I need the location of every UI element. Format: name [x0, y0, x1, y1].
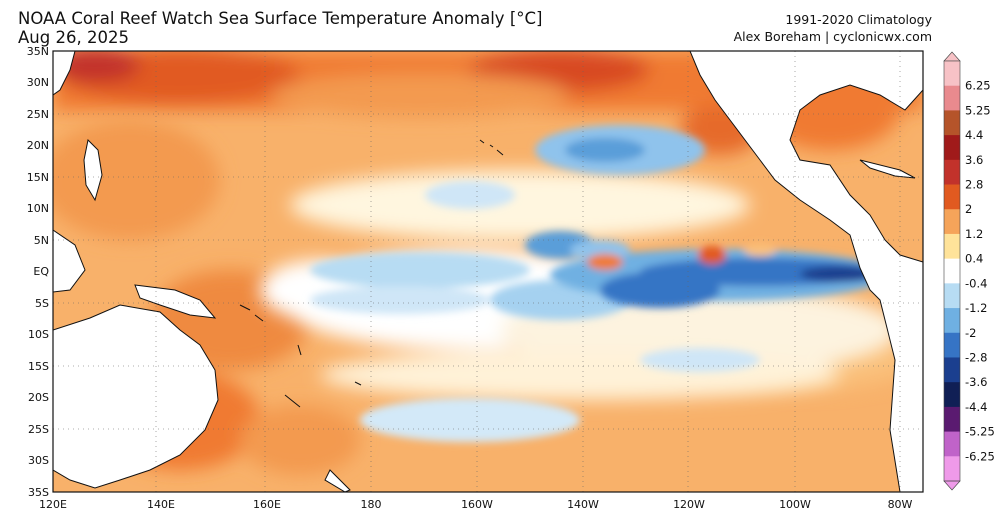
colorbar-segment [944, 61, 960, 87]
figure-credits: 1991-2020 Climatology Alex Boreham | cyc… [734, 11, 932, 45]
colorbar-label: 0.4 [965, 252, 983, 266]
colorbar-extend-top [943, 51, 961, 62]
colorbar-extend-bottom [943, 480, 961, 491]
lat-label: 25N [27, 108, 49, 121]
lon-label: 120E [39, 498, 67, 511]
colorbar-frame [943, 60, 961, 482]
climatology-text: 1991-2020 Climatology [785, 12, 932, 27]
lat-label: 15N [27, 171, 49, 184]
colorbar-segment [944, 332, 960, 358]
date-text: Aug 26, 2025 [18, 28, 129, 47]
colorbar-segment [944, 135, 960, 161]
land-australia [53, 304, 219, 489]
colorbar-segment [944, 283, 960, 309]
lat-label: EQ [33, 265, 49, 278]
lat-label: 5S [35, 297, 49, 310]
lon-label: 80W [888, 498, 913, 511]
colorbar: 6.25 5.25 4.4 3.6 2.8 2 1.2 0.4 -0.4 -1.2 -2 -2.8 -3… [943, 51, 995, 491]
colorbar-segment [944, 110, 960, 136]
colorbar-label: -0.4 [965, 276, 987, 290]
colorbar-label: 6.25 [965, 79, 991, 93]
lat-label: 30N [27, 76, 49, 89]
lat-label: 5N [34, 234, 49, 247]
land-indonesia [53, 229, 86, 293]
colorbar-segment [944, 85, 960, 111]
islands-vanuatu [297, 344, 302, 356]
colorbar-segment [944, 357, 960, 383]
lon-axis: 120E 140E 160E 180 160W 140W 120W 100W 8… [39, 498, 913, 511]
lon-label: 160W [461, 498, 493, 511]
land-philippines [83, 138, 103, 202]
lat-label: 20N [27, 139, 49, 152]
colorbar-segment [944, 159, 960, 185]
colorbar-segment [944, 184, 960, 210]
lon-label: 140E [147, 498, 175, 511]
colorbar-label: 2 [965, 202, 972, 216]
colorbar-label: -2.8 [965, 350, 987, 364]
colorbar-label: 2.8 [965, 178, 983, 192]
colorbar-segment [944, 406, 960, 432]
lat-label: 20S [28, 391, 49, 404]
lon-label: 160E [253, 498, 281, 511]
lat-label: 15S [28, 360, 49, 373]
colorbar-label: -3.6 [965, 375, 987, 389]
colorbar-label: 3.6 [965, 153, 983, 167]
islands-solomon [239, 304, 264, 322]
lon-label: 140W [567, 498, 599, 511]
colorbar-label: -6.25 [965, 449, 995, 463]
land-north-america [689, 51, 923, 492]
cool-patches [310, 125, 760, 442]
lat-label: 10N [27, 202, 49, 215]
lat-label: 10S [28, 328, 49, 341]
islands-fiji [354, 381, 362, 386]
credit-text: Alex Boreham | cyclonicwx.com [733, 29, 932, 44]
colorbar-label: 1.2 [965, 227, 983, 241]
colorbar-segment [944, 209, 960, 235]
colorbar-segment [944, 233, 960, 260]
land-cuba [859, 159, 916, 179]
islands [239, 139, 504, 408]
map-frame [52, 50, 924, 493]
colorbar-label: -1.2 [965, 301, 987, 315]
lat-label: 30S [28, 454, 49, 467]
lon-label: 120W [673, 498, 705, 511]
land-masses [53, 51, 923, 492]
land-new-zealand [324, 469, 351, 492]
colorbar-label: -2 [965, 326, 976, 340]
colorbar-segment [944, 382, 960, 408]
lat-label: 35N [27, 45, 49, 58]
colorbar-segment [944, 431, 960, 457]
colorbar-segment [944, 456, 960, 482]
cold-tongue [525, 231, 890, 308]
figure-title: NOAA Coral Reef Watch Sea Surface Temper… [18, 9, 542, 47]
land-asia-coast [53, 51, 76, 96]
colorbar-segment [944, 258, 960, 284]
title-text: NOAA Coral Reef Watch Sea Surface Temper… [18, 9, 543, 28]
land-new-guinea [134, 284, 217, 319]
islands-hawaii [479, 139, 504, 156]
lon-label: 100W [779, 498, 811, 511]
lat-label: 25S [28, 423, 49, 436]
colorbar-label: -4.4 [965, 400, 987, 414]
lat-label: 35S [28, 486, 49, 499]
colorbar-segment [944, 308, 960, 334]
colorbar-label: 5.25 [965, 103, 991, 117]
islands-new-caledonia [284, 394, 301, 408]
graticule [53, 51, 923, 492]
lat-axis: 35N 30N 25N 20N 15N 10N 5N EQ 5S 10S 15S… [27, 45, 50, 499]
lon-label: 180 [361, 498, 382, 511]
colorbar-label: 4.4 [965, 128, 983, 142]
colorbar-label: -5.25 [965, 425, 995, 439]
